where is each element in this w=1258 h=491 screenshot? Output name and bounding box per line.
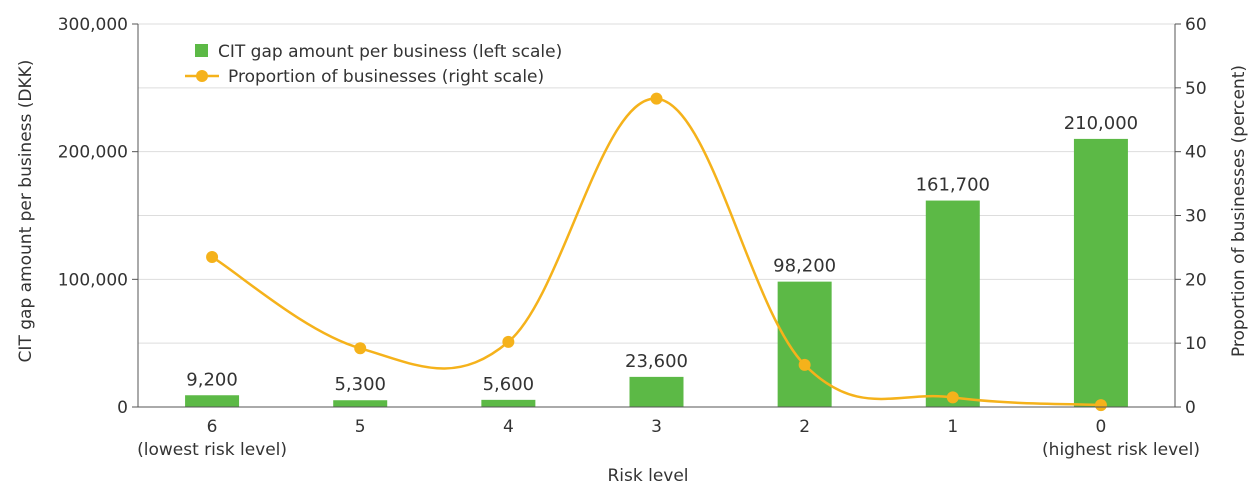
left-tick-label: 300,000 xyxy=(58,15,128,35)
right-tick-label: 0 xyxy=(1185,398,1196,418)
legend-bar-label: CIT gap amount per business (left scale) xyxy=(218,42,562,62)
bar xyxy=(925,200,980,407)
line-point xyxy=(1094,399,1107,412)
x-tick-label: 4 xyxy=(503,417,514,437)
left-axis-ticks: 0 100,000 200,000 300,000 xyxy=(58,15,138,418)
left-tick-label: 100,000 xyxy=(58,270,128,290)
line-point xyxy=(502,335,515,348)
right-axis-ticks: 0 10 20 30 40 50 60 xyxy=(1175,15,1207,418)
bar xyxy=(481,399,536,407)
bar-data-label: 98,200 xyxy=(773,256,836,277)
left-tick-label: 200,000 xyxy=(58,143,128,163)
gridlines xyxy=(138,23,1175,344)
bar xyxy=(1073,138,1128,407)
bar-data-label: 210,000 xyxy=(1064,113,1138,134)
legend-bar-swatch xyxy=(195,44,208,57)
x-tick-label: 3 xyxy=(651,417,662,437)
legend-line-label: Proportion of businesses (right scale) xyxy=(228,67,544,87)
left-tick-label: 0 xyxy=(117,398,128,418)
x-tick-sublabel: (highest risk level) xyxy=(1042,440,1200,460)
bar xyxy=(185,395,240,407)
right-axis-title: Proportion of businesses (percent) xyxy=(1229,65,1249,357)
bar-data-label: 5,300 xyxy=(334,374,386,395)
line-point xyxy=(798,358,811,371)
bar-data-label: 9,200 xyxy=(186,369,238,390)
right-tick-label: 10 xyxy=(1185,334,1207,354)
bar-series xyxy=(185,138,1128,407)
x-tick-label: 0 xyxy=(1096,417,1107,437)
right-tick-label: 60 xyxy=(1185,15,1207,35)
bar-data-labels: 9,200 5,300 5,600 23,600 98,200 161,700 210,00… xyxy=(186,113,1138,395)
line-point xyxy=(206,250,219,263)
x-tick-label: 2 xyxy=(799,417,810,437)
right-tick-label: 40 xyxy=(1185,143,1207,163)
bar xyxy=(629,376,684,407)
right-tick-label: 20 xyxy=(1185,270,1207,290)
x-tick-label: 6 xyxy=(207,417,218,437)
line-point xyxy=(354,342,367,355)
left-axis-title: CIT gap amount per business (DKK) xyxy=(16,60,36,363)
x-tick-sublabel: (lowest risk level) xyxy=(137,440,287,460)
line-point xyxy=(650,92,663,105)
x-tick-label: 5 xyxy=(355,417,366,437)
bar xyxy=(777,281,832,407)
x-axis-title: Risk level xyxy=(607,466,688,486)
bar xyxy=(333,400,388,407)
proportion-points xyxy=(206,92,1107,412)
x-tick-label: 1 xyxy=(947,417,958,437)
bar-data-label: 5,600 xyxy=(483,374,535,395)
line-point xyxy=(946,391,959,404)
bar-data-label: 23,600 xyxy=(625,351,688,372)
right-tick-label: 30 xyxy=(1185,207,1207,227)
right-tick-label: 50 xyxy=(1185,79,1207,99)
x-axis-ticks: 6 (lowest risk level) 5 4 3 2 1 0 (highest risk … xyxy=(137,417,1200,460)
bar-data-label: 161,700 xyxy=(916,175,990,196)
legend: CIT gap amount per business (left scale)… xyxy=(185,42,562,87)
legend-line-marker xyxy=(196,70,208,82)
